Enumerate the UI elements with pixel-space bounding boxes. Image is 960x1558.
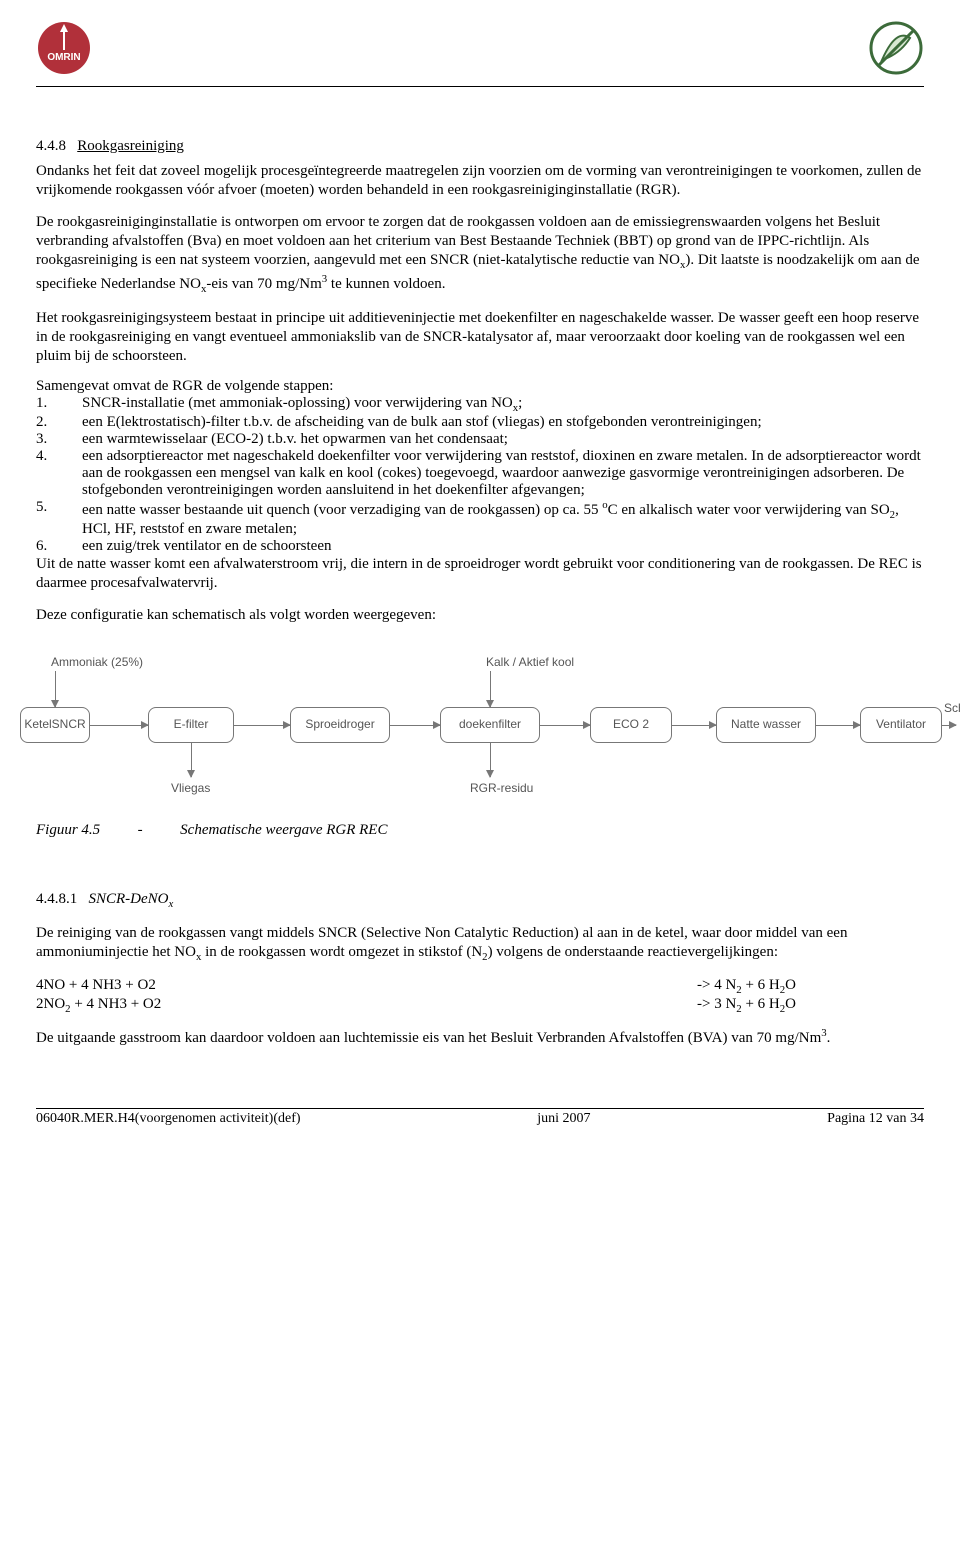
flowchart-node: ECO 2 bbox=[590, 707, 672, 743]
section-heading-448: 4.4.8 Rookgasreiniging bbox=[36, 137, 924, 156]
body-paragraph: Uit de natte wasser komt een afvalwaters… bbox=[36, 555, 924, 593]
section-title-text: Rookgasreiniging bbox=[77, 138, 184, 154]
flowchart-output-edge bbox=[490, 743, 491, 777]
flowchart-edge bbox=[234, 725, 290, 726]
list-item: 5. een natte wasser bestaande uit quench… bbox=[36, 499, 924, 538]
page-footer: 06040R.MER.H4(voorgenomen activiteit)(de… bbox=[36, 1111, 924, 1127]
page-header: OMRIN bbox=[36, 20, 924, 80]
body-paragraph: De rookgasreiniginginstallatie is ontwor… bbox=[36, 213, 924, 297]
flowchart-output-label: RGR-residu bbox=[470, 781, 533, 795]
equation-row: 2NO2 + 4 NH3 + O2 -> 3 N2 + 6 H2O bbox=[36, 996, 796, 1015]
flowchart-input-edge bbox=[490, 671, 491, 707]
flowchart-node: Ventilator bbox=[860, 707, 942, 743]
flowchart-node: E-filter bbox=[148, 707, 234, 743]
footer-rule bbox=[36, 1108, 924, 1109]
section-heading-4481: 4.4.8.1 SNCR-DeNOx bbox=[36, 890, 924, 912]
flowchart-node: KetelSNCR bbox=[20, 707, 90, 743]
body-paragraph: Ondanks het feit dat zoveel mogelijk pro… bbox=[36, 162, 924, 200]
flowchart-edge bbox=[942, 725, 956, 726]
flowchart-node: Sproeidroger bbox=[290, 707, 390, 743]
flowchart-terminal-label: Schoorsteen bbox=[944, 701, 960, 715]
flowchart-edge bbox=[90, 725, 148, 726]
logo-omrin-icon: OMRIN bbox=[36, 20, 92, 76]
footer-left: 06040R.MER.H4(voorgenomen activiteit)(de… bbox=[36, 1111, 301, 1127]
flowchart-node: doekenfilter bbox=[440, 707, 540, 743]
list-item: 6. een zuig/trek ventilator en de schoor… bbox=[36, 538, 924, 555]
svg-text:OMRIN: OMRIN bbox=[47, 52, 80, 63]
footer-right: Pagina 12 van 34 bbox=[827, 1111, 924, 1127]
flowchart-output-label: Vliegas bbox=[171, 781, 210, 795]
list-intro: Samengevat omvat de RGR de volgende stap… bbox=[36, 378, 924, 395]
body-paragraph: De uitgaande gasstroom kan daardoor vold… bbox=[36, 1027, 924, 1048]
figure-caption: Figuur 4.5-Schematische weergave RGR REC bbox=[36, 821, 924, 840]
body-paragraph: Deze configuratie kan schematisch als vo… bbox=[36, 606, 924, 625]
list-item: 4. een adsorptiereactor met nageschakeld… bbox=[36, 448, 924, 499]
list-item: 1. SNCR-installatie (met ammoniak-oploss… bbox=[36, 395, 924, 414]
flowchart-node: Natte wasser bbox=[716, 707, 816, 743]
equation-block: 4NO + 4 NH3 + O2 -> 4 N2 + 6 H2O 2NO2 + … bbox=[36, 977, 924, 1015]
header-rule bbox=[36, 86, 924, 87]
footer-center: juni 2007 bbox=[537, 1111, 590, 1127]
flowchart-input-label: Kalk / Aktief kool bbox=[486, 655, 574, 669]
flowchart-figure: KetelSNCR E-filter Sproeidroger doekenfilte… bbox=[0, 637, 960, 807]
flowchart-edge bbox=[672, 725, 716, 726]
body-paragraph: Het rookgasreinigingsysteem bestaat in p… bbox=[36, 309, 924, 367]
list-item: 3. een warmtewisselaar (ECO-2) t.b.v. he… bbox=[36, 431, 924, 448]
logo-leaf-icon bbox=[868, 20, 924, 76]
flowchart-edge bbox=[816, 725, 860, 726]
flowchart-output-edge bbox=[191, 743, 192, 777]
list-item: 2. een E(lektrostatisch)-filter t.b.v. d… bbox=[36, 414, 924, 431]
flowchart-edge bbox=[390, 725, 440, 726]
flowchart-input-label: Ammoniak (25%) bbox=[51, 655, 143, 669]
body-paragraph: De reiniging van de rookgassen vangt mid… bbox=[36, 924, 924, 965]
flowchart-input-edge bbox=[55, 671, 56, 707]
flowchart-edge bbox=[540, 725, 590, 726]
section-number: 4.4.8 bbox=[36, 138, 66, 154]
equation-row: 4NO + 4 NH3 + O2 -> 4 N2 + 6 H2O bbox=[36, 977, 796, 996]
numbered-list: Samengevat omvat de RGR de volgende stap… bbox=[36, 378, 924, 555]
